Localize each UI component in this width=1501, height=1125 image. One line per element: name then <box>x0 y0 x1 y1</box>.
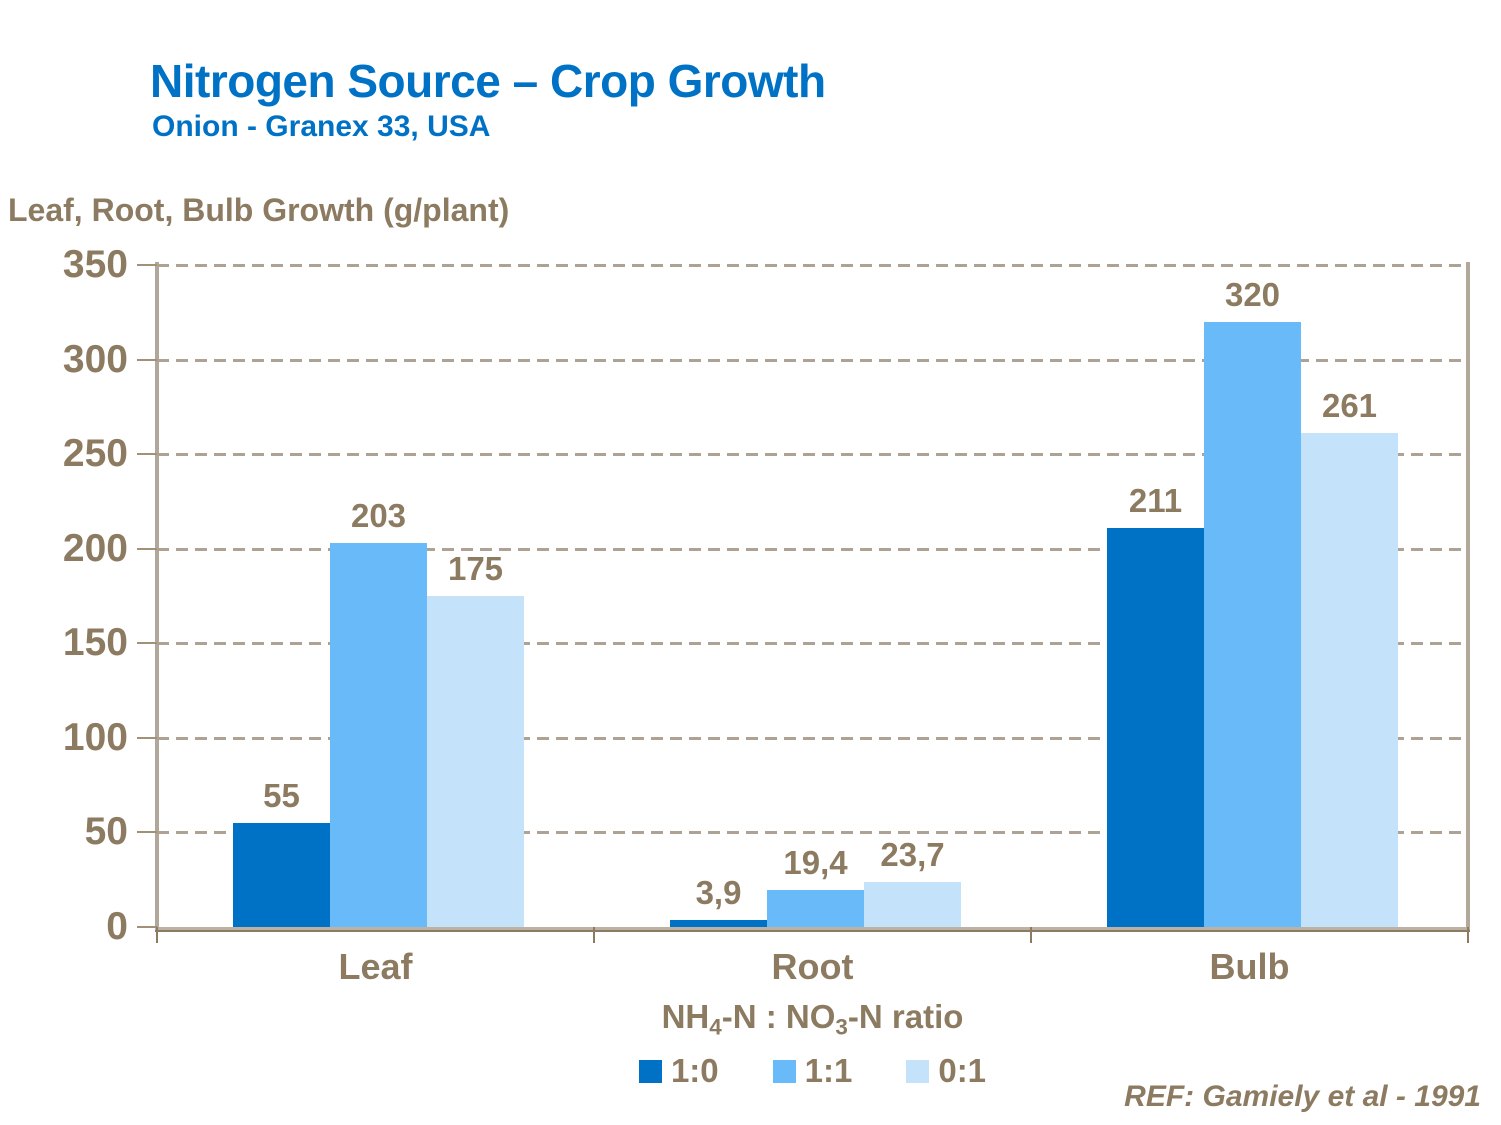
x-axis-tick <box>1030 927 1032 943</box>
plot-right-border <box>1466 262 1470 927</box>
y-axis-tick <box>137 831 157 834</box>
bar-value-label: 23,7 <box>880 836 945 874</box>
bar-root-0:1 <box>864 882 961 927</box>
y-axis-title: Leaf, Root, Bulb Growth (g/plant) <box>8 192 510 228</box>
bar-bulb-1:1 <box>1204 321 1301 927</box>
gridline <box>157 453 1468 457</box>
category-label-leaf: Leaf <box>338 946 413 987</box>
y-tick-label: 150 <box>62 621 128 665</box>
x-axis-tick <box>1467 927 1469 943</box>
bar-leaf-1:0 <box>233 822 330 927</box>
category-label-bulb: Bulb <box>1209 946 1290 987</box>
bar-value-label: 320 <box>1224 275 1281 313</box>
y-axis-tick <box>137 264 157 266</box>
bar-root-1:1 <box>767 890 864 927</box>
x-axis-label-subscript: 3 <box>835 1014 848 1040</box>
x-axis-line <box>155 927 1470 932</box>
y-tick-label: 350 <box>62 243 128 286</box>
y-axis-tick <box>137 358 157 361</box>
reference-note: REF: Gamiely et al - 1991 <box>1124 1080 1481 1113</box>
bar-value-label: 19,4 <box>783 844 848 882</box>
y-axis-tick <box>137 453 157 456</box>
bar-value-label: 261 <box>1321 387 1378 425</box>
y-axis-tick <box>137 736 157 739</box>
y-tick-label: 250 <box>62 432 128 476</box>
legend-item-0-1: 0:1 <box>906 1052 986 1090</box>
x-axis-label-part: -N : NO <box>721 998 836 1035</box>
x-axis-tick <box>156 927 158 943</box>
gridline <box>157 736 1468 740</box>
legend-swatch <box>772 1059 796 1083</box>
plot-area: 55 3,9 211 203 19,4 320 175 23,7 261 Leaf Root Bulb <box>137 262 1470 987</box>
bar-value-label: 211 <box>1128 481 1183 519</box>
x-axis-label-subscript: 4 <box>709 1014 722 1040</box>
legend-item-1-1: 1:1 <box>772 1052 853 1090</box>
legend-swatch <box>638 1059 662 1083</box>
legend-label: 0:1 <box>938 1052 987 1089</box>
page-title: Nitrogen Source – Crop Growth <box>150 55 826 107</box>
bar-leaf-1:1 <box>330 543 427 927</box>
y-tick-label: 300 <box>62 337 128 381</box>
y-axis-tick <box>137 547 157 550</box>
x-axis-label: NH4-N : NO3-N ratio <box>157 998 1468 1040</box>
legend-label: 1:0 <box>670 1052 719 1089</box>
bar-leaf-0:1 <box>427 596 524 927</box>
x-axis-label-part: NH <box>661 998 710 1035</box>
y-tick-label: 0 <box>106 905 128 948</box>
gridline <box>157 831 1468 835</box>
legend-label: 1:1 <box>804 1052 853 1089</box>
x-axis-tick <box>593 927 595 943</box>
bar-root-1:0 <box>670 919 767 927</box>
y-tick-label: 100 <box>62 715 128 759</box>
legend-item-1-0: 1:0 <box>638 1052 719 1090</box>
bar-bulb-0:1 <box>1301 433 1398 927</box>
gridline <box>157 642 1468 646</box>
legend: 1:0 1:1 0:1 <box>157 1052 1468 1090</box>
bar-value-label: 55 <box>263 776 300 814</box>
gridline <box>157 358 1468 362</box>
gridline <box>157 547 1468 551</box>
y-tick-label: 200 <box>62 526 128 570</box>
y-axis-tick <box>137 926 157 928</box>
x-axis-label-part: -N ratio <box>847 998 964 1035</box>
bar-value-label: 3,9 <box>695 873 742 911</box>
page-subtitle: Onion - Granex 33, USA <box>152 110 491 143</box>
bar-bulb-1:0 <box>1107 527 1204 927</box>
category-label-root: Root <box>771 946 854 987</box>
bar-value-label: 175 <box>447 550 504 587</box>
y-tick-label: 50 <box>84 810 128 854</box>
y-axis-tick <box>137 642 157 645</box>
gridline <box>157 264 1468 267</box>
bar-value-label: 203 <box>350 497 407 535</box>
legend-swatch <box>906 1059 930 1083</box>
y-axis-line <box>155 262 159 927</box>
